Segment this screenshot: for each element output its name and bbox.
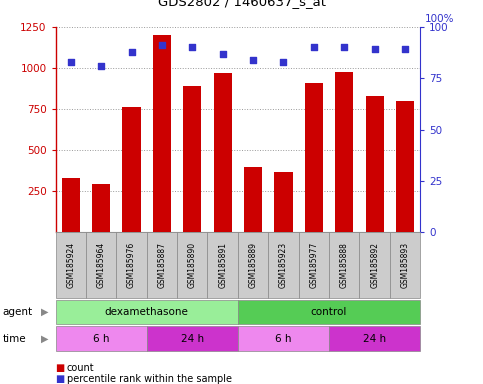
Text: ▶: ▶ bbox=[41, 307, 48, 317]
Bar bbox=[238, 232, 268, 298]
Text: GSM185888: GSM185888 bbox=[340, 242, 349, 288]
Text: GSM185889: GSM185889 bbox=[249, 242, 257, 288]
Bar bbox=[122, 108, 141, 232]
Bar bbox=[359, 232, 390, 298]
Bar bbox=[335, 72, 354, 232]
Bar bbox=[116, 232, 147, 298]
Text: GSM185964: GSM185964 bbox=[97, 242, 106, 288]
Text: agent: agent bbox=[2, 307, 32, 317]
Bar bbox=[56, 326, 147, 351]
Text: GSM185890: GSM185890 bbox=[188, 242, 197, 288]
Text: GSM185891: GSM185891 bbox=[218, 242, 227, 288]
Point bbox=[401, 46, 409, 53]
Bar bbox=[244, 167, 262, 232]
Text: 100%: 100% bbox=[425, 14, 454, 24]
Bar bbox=[274, 172, 293, 232]
Bar bbox=[390, 232, 420, 298]
Text: ▶: ▶ bbox=[41, 334, 48, 344]
Bar bbox=[396, 101, 414, 232]
Bar bbox=[56, 300, 238, 324]
Point bbox=[280, 59, 287, 65]
Text: 24 h: 24 h bbox=[363, 334, 386, 344]
Text: count: count bbox=[67, 363, 94, 373]
Point bbox=[341, 44, 348, 50]
Bar bbox=[177, 232, 208, 298]
Text: GSM185887: GSM185887 bbox=[157, 242, 167, 288]
Bar bbox=[147, 232, 177, 298]
Text: ■: ■ bbox=[56, 374, 65, 384]
Bar bbox=[56, 232, 86, 298]
Bar bbox=[238, 326, 329, 351]
Point bbox=[249, 57, 257, 63]
Text: GSM185924: GSM185924 bbox=[66, 242, 75, 288]
Point bbox=[219, 51, 227, 57]
Bar bbox=[213, 73, 232, 232]
Bar bbox=[86, 232, 116, 298]
Point bbox=[97, 63, 105, 69]
Point bbox=[371, 46, 379, 53]
Text: ■: ■ bbox=[56, 363, 65, 373]
Text: time: time bbox=[2, 334, 26, 344]
Text: 6 h: 6 h bbox=[275, 334, 292, 344]
Text: GSM185893: GSM185893 bbox=[400, 242, 410, 288]
Bar bbox=[238, 300, 420, 324]
Bar bbox=[298, 232, 329, 298]
Point bbox=[67, 59, 74, 65]
Text: 6 h: 6 h bbox=[93, 334, 109, 344]
Text: GSM185976: GSM185976 bbox=[127, 242, 136, 288]
Bar bbox=[153, 35, 171, 232]
Point bbox=[128, 48, 135, 55]
Bar bbox=[305, 83, 323, 232]
Bar bbox=[62, 178, 80, 232]
Text: GSM185892: GSM185892 bbox=[370, 242, 379, 288]
Text: GSM185977: GSM185977 bbox=[309, 242, 318, 288]
Bar bbox=[329, 232, 359, 298]
Bar bbox=[366, 96, 384, 232]
Bar bbox=[268, 232, 298, 298]
Text: GSM185923: GSM185923 bbox=[279, 242, 288, 288]
Bar bbox=[147, 326, 238, 351]
Bar bbox=[183, 86, 201, 232]
Bar bbox=[329, 326, 420, 351]
Point bbox=[310, 44, 318, 50]
Text: percentile rank within the sample: percentile rank within the sample bbox=[67, 374, 232, 384]
Text: GDS2802 / 1460637_s_at: GDS2802 / 1460637_s_at bbox=[157, 0, 326, 8]
Text: control: control bbox=[311, 307, 347, 317]
Point bbox=[188, 44, 196, 50]
Bar bbox=[92, 184, 110, 232]
Point bbox=[158, 42, 166, 48]
Text: 24 h: 24 h bbox=[181, 334, 204, 344]
Bar bbox=[208, 232, 238, 298]
Text: dexamethasone: dexamethasone bbox=[105, 307, 189, 317]
